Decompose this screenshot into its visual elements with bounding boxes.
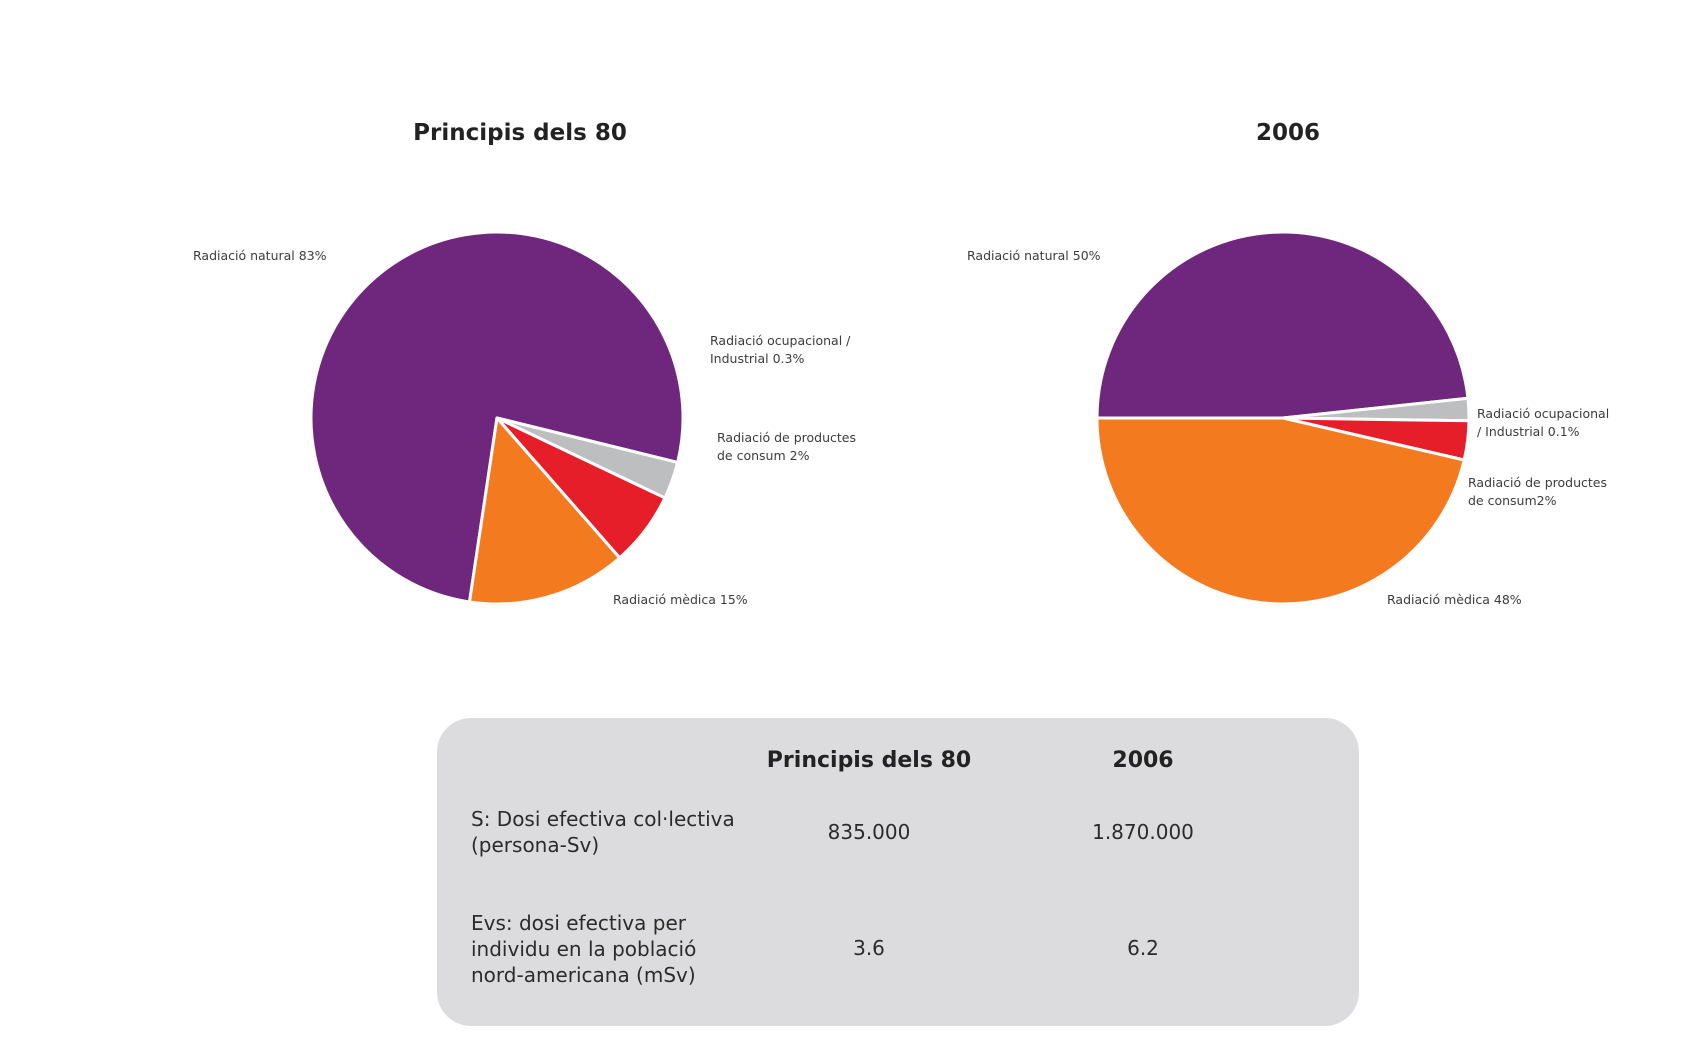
label-consum-principis: Radiació de productes de consum 2% xyxy=(717,429,856,465)
label-medica-2006: Radiació mèdica 48% xyxy=(1387,592,1522,607)
chart-2-title: 2006 xyxy=(1255,120,1321,146)
label-line: Radiació de productes xyxy=(1468,475,1607,490)
table-cell-dosi-colectiva-2006: 1.870.000 xyxy=(1092,820,1194,844)
label-line: de consum2% xyxy=(1468,493,1557,508)
label-natural-2006: Radiació natural 50% xyxy=(967,248,1101,263)
label-line: Radiació ocupacional xyxy=(1477,406,1610,421)
slice-radiacio-natural xyxy=(1095,230,1470,420)
chart-1-title: Principis dels 80 xyxy=(413,120,627,146)
table-header-2006: 2006 xyxy=(1112,748,1174,773)
table-cell-dosi-individu-principis: 3.6 xyxy=(853,936,885,960)
pie-charts xyxy=(309,230,1471,606)
table-row-label-dosi-individu: Evs: dosi efectiva per individu en la po… xyxy=(471,910,751,988)
label-natural-principis: Radiació natural 83% xyxy=(193,248,327,263)
comparison-table: Principis dels 80 2006 S: Dosi efectiva … xyxy=(437,718,1359,1026)
label-consum-2006: Radiació de productes de consum2% xyxy=(1468,474,1607,510)
label-line: (persona-Sv) xyxy=(471,833,600,857)
label-line: S: Dosi efectiva col·lectiva xyxy=(471,807,735,831)
label-line: nord-americana (mSv) xyxy=(471,963,696,987)
label-line: Radiació ocupacional / xyxy=(710,333,851,348)
slice-radiacio-medica xyxy=(1095,416,1466,606)
label-line: Evs: dosi efectiva per xyxy=(471,911,686,935)
label-medica-principis: Radiació mèdica 15% xyxy=(613,592,748,607)
table-row-label-dosi-colectiva: S: Dosi efectiva col·lectiva (persona-Sv… xyxy=(471,806,751,858)
label-ocupacional-principis: Radiació ocupacional / Industrial 0.3% xyxy=(710,332,850,368)
label-line: individu en la població xyxy=(471,937,697,961)
label-line: Industrial 0.3% xyxy=(710,351,805,366)
slice-radiacio-medica xyxy=(468,416,622,606)
table-cell-dosi-individu-2006: 6.2 xyxy=(1127,936,1159,960)
label-ocupacional-2006: Radiació ocupacional / Industrial 0.1% xyxy=(1477,405,1609,441)
label-line: Radiació de productes xyxy=(717,430,856,445)
pie-chart-2006 xyxy=(1095,230,1471,606)
table-cell-dosi-colectiva-principis: 835.000 xyxy=(827,820,911,844)
table-header-principis: Principis dels 80 xyxy=(766,748,972,773)
label-line: / Industrial 0.1% xyxy=(1477,424,1580,439)
pie-chart-principis xyxy=(309,230,685,606)
label-line: de consum 2% xyxy=(717,448,810,463)
